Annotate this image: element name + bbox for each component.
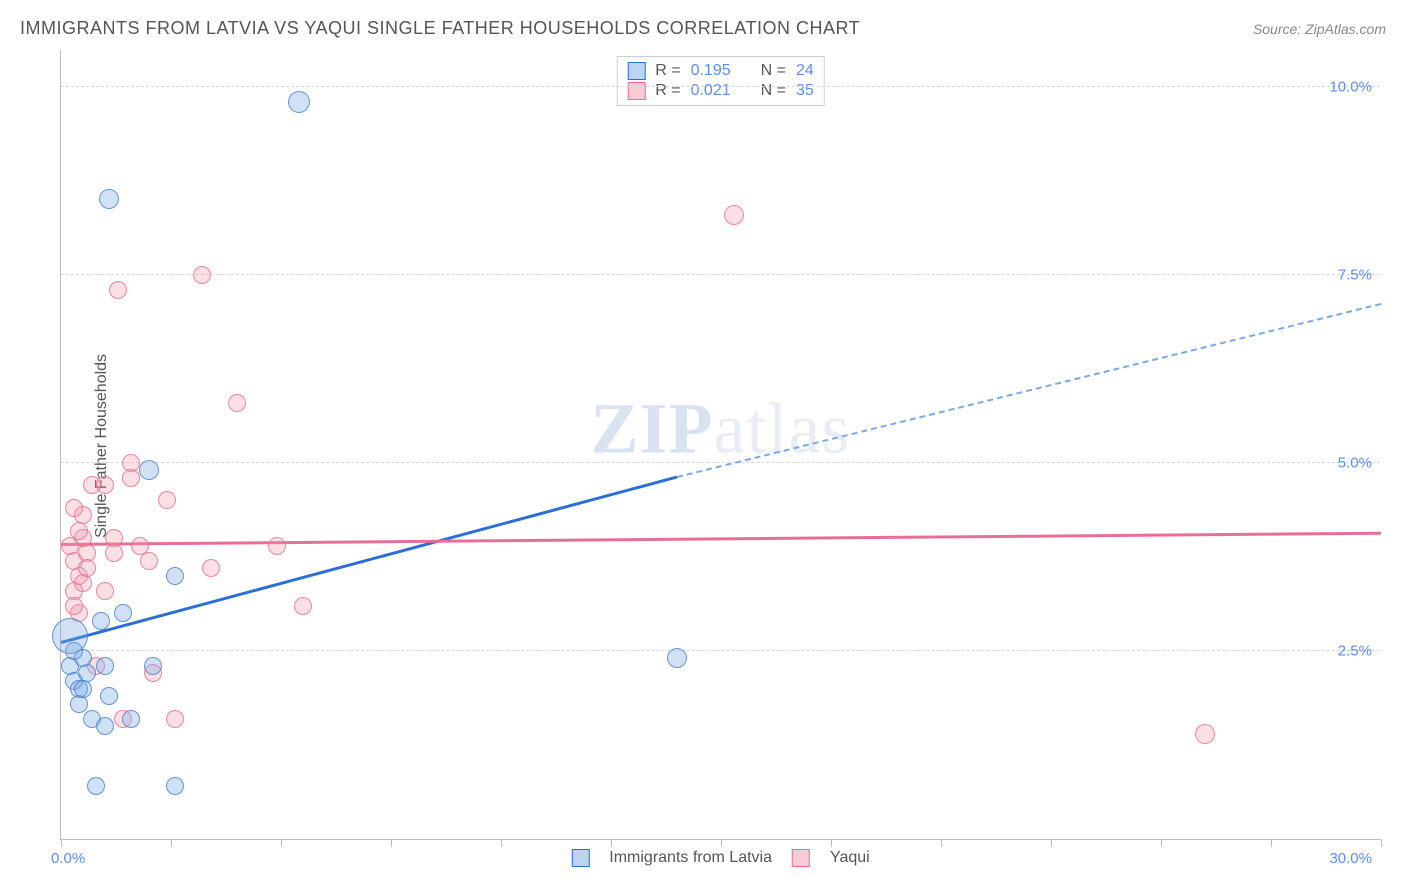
chart-header: IMMIGRANTS FROM LATVIA VS YAQUI SINGLE F…: [20, 18, 1386, 39]
gridline: [61, 650, 1380, 651]
legend-swatch-pink: [792, 849, 810, 867]
data-point: [99, 189, 119, 209]
data-point: [268, 537, 286, 555]
data-point: [122, 710, 140, 728]
data-point: [74, 680, 92, 698]
data-point: [92, 612, 110, 630]
data-point: [87, 777, 105, 795]
gridline: [61, 86, 1380, 87]
trend-line: [677, 303, 1381, 478]
source-attribution: Source: ZipAtlas.com: [1253, 21, 1386, 37]
chart-title: IMMIGRANTS FROM LATVIA VS YAQUI SINGLE F…: [20, 18, 860, 39]
data-point: [228, 394, 246, 412]
x-tick: [1051, 839, 1052, 847]
gridline: [61, 274, 1380, 275]
y-tick-label: 10.0%: [1329, 78, 1372, 95]
x-tick: [281, 839, 282, 847]
correlation-stats-box: R = 0.195 N = 24 R = 0.021 N = 35: [616, 56, 825, 106]
data-point: [158, 491, 176, 509]
data-point: [288, 91, 310, 113]
x-axis-max-label: 30.0%: [1329, 850, 1372, 867]
data-point: [114, 604, 132, 622]
swatch-blue: [627, 62, 645, 80]
y-tick-label: 5.0%: [1338, 454, 1372, 471]
data-point: [96, 582, 114, 600]
legend-label-blue: Immigrants from Latvia: [609, 849, 772, 867]
x-tick: [501, 839, 502, 847]
x-tick: [941, 839, 942, 847]
gridline: [61, 462, 1380, 463]
data-point: [193, 266, 211, 284]
trend-line: [61, 532, 1381, 546]
data-point: [144, 657, 162, 675]
legend-swatch-blue: [571, 849, 589, 867]
data-point: [166, 777, 184, 795]
data-point: [1195, 724, 1215, 744]
data-point: [52, 618, 88, 654]
data-point: [724, 205, 744, 225]
data-point: [122, 454, 140, 472]
data-point: [65, 597, 83, 615]
data-point: [61, 537, 79, 555]
data-point: [202, 559, 220, 577]
data-point: [96, 657, 114, 675]
data-point: [65, 499, 83, 517]
data-point: [96, 717, 114, 735]
x-tick: [1161, 839, 1162, 847]
legend-label-pink: Yaqui: [830, 849, 870, 867]
data-point: [166, 710, 184, 728]
x-tick: [1271, 839, 1272, 847]
data-point: [96, 476, 114, 494]
watermark: ZIPatlas: [591, 387, 851, 470]
x-tick: [61, 839, 62, 847]
stat-row-blue: R = 0.195 N = 24: [627, 61, 814, 81]
y-tick-label: 7.5%: [1338, 266, 1372, 283]
x-axis-min-label: 0.0%: [51, 850, 85, 867]
x-tick: [1381, 839, 1382, 847]
stat-row-pink: R = 0.021 N = 35: [627, 81, 814, 101]
y-tick-label: 2.5%: [1338, 642, 1372, 659]
x-tick: [391, 839, 392, 847]
data-point: [140, 552, 158, 570]
x-tick: [721, 839, 722, 847]
data-point: [139, 460, 159, 480]
data-point: [166, 567, 184, 585]
bottom-legend: Immigrants from Latvia Yaqui: [571, 849, 869, 867]
x-tick: [171, 839, 172, 847]
data-point: [105, 529, 123, 547]
data-point: [667, 648, 687, 668]
data-point: [78, 559, 96, 577]
data-point: [100, 687, 118, 705]
data-point: [294, 597, 312, 615]
x-tick: [611, 839, 612, 847]
scatter-chart: ZIPatlas R = 0.195 N = 24 R = 0.021 N = …: [60, 50, 1380, 840]
data-point: [109, 281, 127, 299]
x-tick: [831, 839, 832, 847]
